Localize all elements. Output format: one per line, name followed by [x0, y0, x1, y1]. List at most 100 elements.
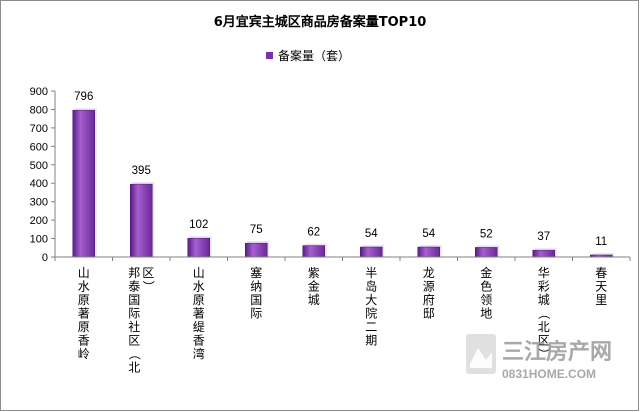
category-char: 地	[480, 307, 492, 321]
category-char: 香	[193, 334, 205, 348]
category-label: 紫金城	[308, 266, 320, 307]
watermark-logo	[466, 334, 496, 374]
category-char: （	[537, 307, 551, 319]
y-tick-label: 500	[30, 160, 48, 172]
data-label: 796	[74, 91, 93, 103]
category-char: 山	[193, 266, 205, 280]
y-tick-label: 600	[30, 141, 48, 153]
category-char: 际	[250, 307, 262, 321]
category-char: 华	[538, 266, 550, 280]
watermark-text: 三江房产网	[502, 339, 612, 365]
bar	[302, 245, 325, 258]
category-char: 塞	[250, 265, 262, 280]
category-char: ）	[141, 280, 155, 292]
category-char: 城	[538, 293, 550, 307]
category-char: 缇	[193, 320, 205, 334]
category-char: 春	[595, 266, 607, 280]
category-char: 北	[538, 320, 550, 334]
category-char: 金	[308, 279, 320, 294]
category-char: 期	[365, 334, 377, 348]
category-char: 岛	[365, 279, 377, 294]
category-char: 原	[193, 293, 205, 307]
y-tick-label: 0	[42, 252, 48, 264]
category-char: 区	[128, 334, 140, 348]
bar	[130, 183, 153, 258]
category-char: 区	[538, 334, 550, 348]
bar	[475, 247, 498, 258]
category-char: 泰	[128, 280, 140, 294]
data-label: 75	[250, 224, 263, 236]
bars	[72, 108, 615, 258]
category-char: 城	[308, 293, 320, 307]
category-char: （	[127, 348, 141, 360]
y-tick-label: 100	[30, 234, 48, 246]
data-label: 11	[595, 236, 607, 248]
y-tick-label: 900	[30, 86, 48, 98]
chart-title: 6月宜宾主城区商品房备案量TOP10	[214, 14, 427, 30]
y-tick-label: 700	[30, 123, 48, 135]
category-char: 邦	[128, 266, 140, 280]
category-label: 春天里	[595, 266, 607, 307]
category-char: 原	[78, 320, 90, 334]
data-label: 395	[132, 165, 151, 177]
data-label: 54	[365, 228, 378, 240]
category-char: 纳	[250, 280, 262, 294]
legend-label: 备案量（套）	[278, 48, 350, 63]
category-char: 际	[128, 307, 140, 321]
category-char: 紫	[308, 266, 320, 280]
bar	[532, 249, 555, 258]
y-tick-label: 200	[30, 215, 48, 227]
category-char: 色	[480, 280, 492, 294]
category-char: 二	[365, 320, 377, 334]
category-char: 金	[480, 265, 492, 280]
category-char: 国	[250, 293, 262, 307]
category-char: 水	[78, 280, 90, 294]
category-char: 原	[78, 293, 90, 307]
watermark: 三江房产网 0831HOME.COM	[466, 334, 612, 381]
bar	[245, 242, 268, 258]
data-label: 62	[307, 227, 320, 239]
category-char: 邸	[423, 307, 435, 321]
data-label: 102	[189, 219, 208, 231]
category-char: 著	[193, 307, 205, 321]
category-char: 湾	[193, 346, 205, 361]
category-char: ）	[537, 348, 551, 360]
y-tick-label: 300	[30, 197, 48, 209]
data-label: 37	[537, 231, 550, 243]
y-tick-label: 800	[30, 104, 48, 116]
data-labels: 796 395 102 75 62 54 54 52 37 11	[74, 91, 607, 248]
category-labels: 山水原著原香岭邦泰国际社区（北区）山水原著缇香湾塞纳国际紫金城半岛大院二期龙源府…	[78, 265, 608, 375]
bar	[417, 246, 440, 258]
category-char: 香	[78, 334, 90, 348]
category-char: 领	[480, 293, 492, 307]
x-axis	[54, 256, 631, 261]
category-char: 彩	[538, 280, 550, 294]
data-label: 52	[480, 228, 493, 240]
data-label: 54	[422, 228, 435, 240]
watermark-subtext: 0831HOME.COM	[502, 367, 596, 381]
category-char: 龙	[423, 266, 435, 280]
category-char: 半	[365, 266, 377, 280]
y-axis: 0 100 200 300 400 500 600 700 800 900	[30, 86, 56, 264]
category-char: 水	[193, 280, 205, 294]
legend-swatch	[266, 52, 273, 59]
legend: 备案量（套）	[266, 48, 350, 63]
category-char: 北	[128, 361, 140, 375]
category-char: 国	[128, 293, 140, 307]
category-char: 府	[423, 292, 435, 307]
bar	[72, 109, 95, 258]
category-char: 源	[423, 280, 435, 294]
y-tick-label: 400	[30, 178, 48, 190]
category-char: 院	[365, 307, 377, 321]
category-char: 天	[595, 280, 607, 294]
